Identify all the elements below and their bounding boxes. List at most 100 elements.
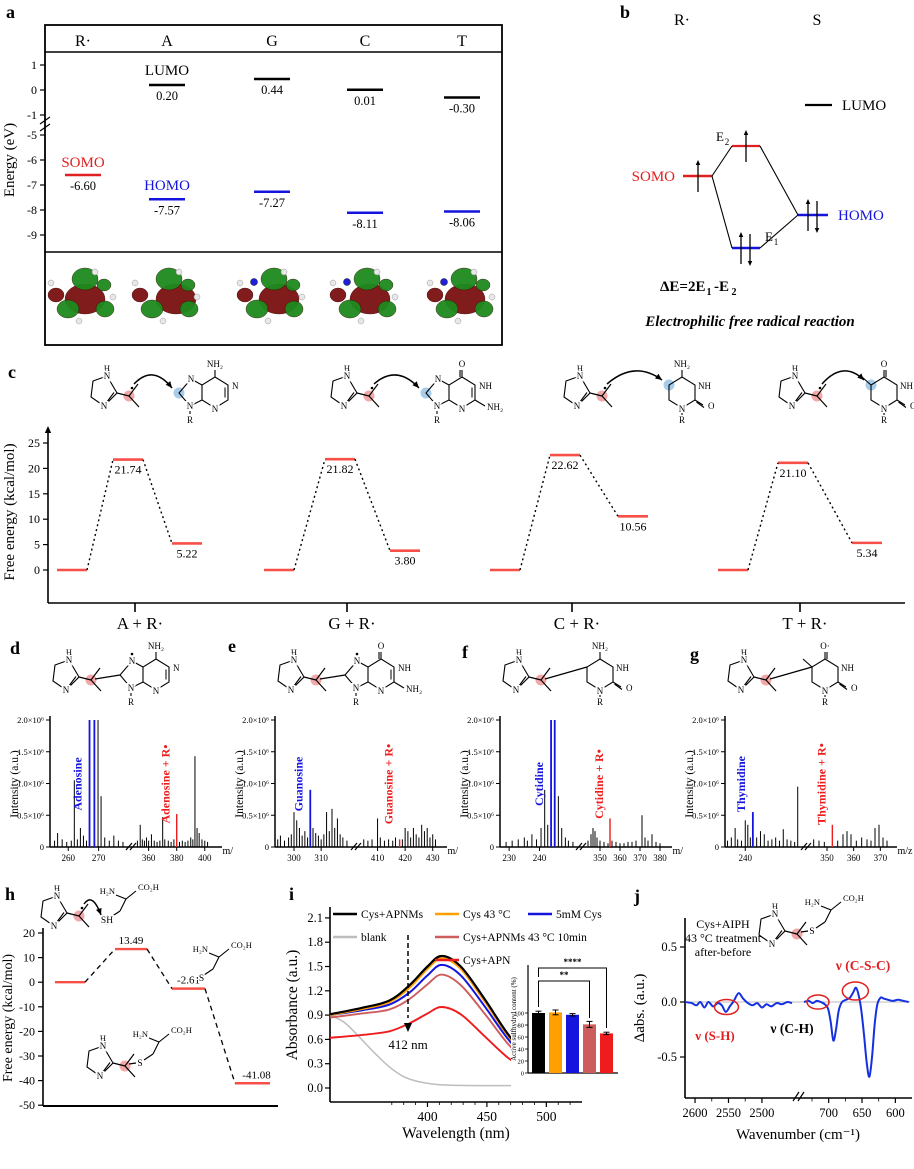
significance-mark: **** <box>564 957 583 967</box>
svg-text:1: 1 <box>707 287 712 298</box>
svg-text:2550: 2550 <box>716 1106 741 1120</box>
svg-text:-7: -7 <box>27 178 37 192</box>
mass-spectrum-g: 0 0.5×10⁶ 1.0×10⁶ 1.5×10⁶ 2.0×10⁶ Intensity (… <box>684 640 913 864</box>
svg-text:CO₂H: CO₂H <box>138 882 159 892</box>
svg-text:10: 10 <box>28 512 40 526</box>
svg-text:N: N <box>104 371 111 381</box>
svg-text:N: N <box>679 404 686 414</box>
panel-a-energy-diagram: R· A G C T 1 0 -1 -5 -6 -7 -8 -9 Energy (eV) SOMO -6.60… <box>0 0 560 352</box>
imidazoline-ring <box>727 659 755 691</box>
svg-text:700: 700 <box>819 1106 838 1120</box>
orbital-isosurface <box>47 267 117 325</box>
svg-text:0.3: 0.3 <box>307 1057 323 1071</box>
homo-label: HOMO <box>838 208 884 224</box>
panel-d-mass-spectrum-adenosine: 0 0.5×10⁶ 1.0×10⁶ 1.5×10⁶ 2.0×10⁶ Intensity (… <box>8 632 233 882</box>
svg-text:N: N <box>129 656 136 666</box>
panel-label-h: h <box>5 884 16 904</box>
svg-text:1.2: 1.2 <box>307 984 323 998</box>
svg-text:O: O <box>459 359 466 369</box>
panel-j-ir-difference-plot: 0.5 0.0 -0.5 2600 2550 2500 700 650 600 Wavenumbe… <box>620 880 914 1169</box>
panel-label-b: b <box>620 2 631 22</box>
svg-text:S: S <box>137 1059 142 1069</box>
imidazoline-ring <box>86 1045 114 1077</box>
svg-text:N: N <box>513 685 520 695</box>
x-axis-label: m/z <box>448 846 459 857</box>
reaction-name: A + R· <box>117 614 163 633</box>
svg-text:N: N <box>63 685 70 695</box>
svg-text:N: N <box>792 371 799 381</box>
svg-text:350: 350 <box>820 853 834 863</box>
band-label-sh: ν (S-H) <box>694 1028 734 1043</box>
svg-text:O: O <box>378 641 385 651</box>
product-value: 3.80 <box>395 554 416 568</box>
svg-text:H: H <box>772 901 778 911</box>
level-value: -2.61 <box>177 975 200 987</box>
csc-band-circle <box>841 981 870 1001</box>
svg-text:R: R <box>128 697 134 707</box>
svg-text:N: N <box>516 655 523 665</box>
svg-text:2.0×10⁶: 2.0×10⁶ <box>17 715 44 725</box>
diagram-caption: Electrophilic free radical reaction <box>644 314 855 330</box>
svg-text:25: 25 <box>28 436 40 450</box>
adduct-peak-label: Cytidine + R• <box>592 749 606 819</box>
peak-annotation: 412 nm <box>388 1037 427 1052</box>
svg-text:-50: -50 <box>19 1098 35 1112</box>
imidazoline-ring <box>52 659 80 691</box>
svg-text:450: 450 <box>477 1109 498 1124</box>
panel-label-i: i <box>289 884 295 904</box>
svg-text:CO₂H: CO₂H <box>843 893 864 903</box>
y-axis-label: Δabs. (a.u.) <box>632 974 648 1043</box>
svg-text:N: N <box>341 401 348 411</box>
orbital-isosurface <box>329 267 399 325</box>
svg-text:R: R <box>881 415 887 425</box>
adduct-peak-label: Thymidine + R• <box>814 743 828 825</box>
svg-text:O: O <box>708 401 715 411</box>
svg-text:N: N <box>291 655 298 665</box>
svg-text:0.0: 0.0 <box>661 995 677 1009</box>
significance-mark: ** <box>560 970 570 980</box>
svg-text:NH₂: NH₂ <box>207 359 223 369</box>
reaction-profile-G + R·: 21.823.80G + R·HNNONHNNNRNH₂ <box>264 358 505 633</box>
panel-g-mass-spectrum-thymidine: 0 0.5×10⁶ 1.0×10⁶ 1.5×10⁶ 2.0×10⁶ Intensity (… <box>683 632 914 882</box>
svg-text:O: O <box>881 359 888 369</box>
lumo-label: LUMO <box>145 63 189 79</box>
svg-text:-1: -1 <box>27 108 37 122</box>
svg-text:1: 1 <box>774 237 779 247</box>
svg-text:0: 0 <box>29 975 35 989</box>
svg-text:N: N <box>51 921 58 931</box>
svg-text:NH: NH <box>479 381 492 391</box>
lumo-label: LUMO <box>842 98 886 114</box>
band-label-csc: ν (C-S-C) <box>835 958 890 973</box>
svg-text:380: 380 <box>653 853 667 863</box>
panel-h-cys-energy-profile: 20 10 0 -10 -20 -30 -40 -50 Free energy (kcal/mo… <box>0 880 300 1169</box>
svg-text:H: H <box>741 647 747 657</box>
y-axis-label: Energy (eV) <box>2 123 18 197</box>
svg-text:370: 370 <box>874 853 888 863</box>
svg-text:-5: -5 <box>27 128 37 142</box>
svg-text:H: H <box>66 647 72 657</box>
svg-text:60: 60 <box>518 1035 525 1042</box>
svg-text:N: N <box>353 683 360 693</box>
product-value: 5.34 <box>857 546 878 560</box>
imidazoline-ring <box>90 375 118 407</box>
svg-text:0: 0 <box>265 842 269 852</box>
svg-text:0.0: 0.0 <box>307 1081 323 1095</box>
svg-text:N: N <box>100 1041 107 1051</box>
homo-label: HOMO <box>144 178 190 194</box>
thiyl-radical-structure: H₂N CO₂H ·S <box>191 939 253 986</box>
ts-value: 22.62 <box>552 458 579 472</box>
panel-label-f: f <box>462 642 468 662</box>
reference-peak-label: Guanosine <box>291 756 305 811</box>
svg-text:R: R <box>434 415 440 425</box>
legend-label: Cys+APNMs <box>361 909 424 921</box>
y-axis-label: Intensity (a.u.) <box>459 750 471 818</box>
svg-text:0.01: 0.01 <box>354 94 376 108</box>
svg-text:380: 380 <box>170 853 184 863</box>
y-axis-label: Absorbance (a.u.) <box>285 950 301 1061</box>
svg-text:2.0×10⁶: 2.0×10⁶ <box>467 715 494 725</box>
svg-text:N: N <box>574 401 581 411</box>
